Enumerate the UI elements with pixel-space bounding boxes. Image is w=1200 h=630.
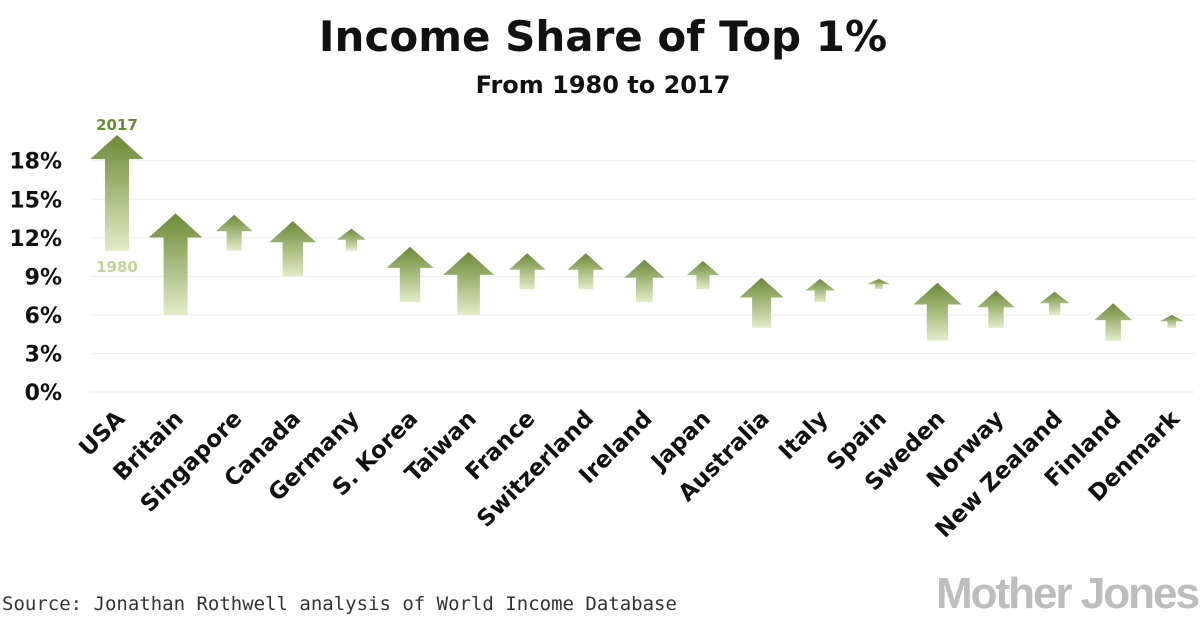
arrow-new-zealand bbox=[1039, 291, 1070, 315]
brand-logo: Mother Jones bbox=[936, 569, 1199, 618]
arrow-singapore bbox=[215, 214, 253, 251]
y-tick-label: 12% bbox=[9, 227, 62, 252]
y-tick-label: 0% bbox=[25, 381, 62, 406]
arrow-denmark bbox=[1159, 314, 1184, 328]
arrow-france bbox=[508, 253, 546, 290]
arrow-canada bbox=[269, 221, 317, 277]
y-tick-label: 9% bbox=[25, 265, 62, 290]
arrow-italy bbox=[805, 278, 836, 303]
arrow-taiwan bbox=[443, 251, 495, 315]
y-tick-label: 15% bbox=[9, 188, 62, 213]
arrow-germany bbox=[336, 228, 366, 251]
chart-title: Income Share of Top 1% bbox=[319, 12, 887, 61]
annotation-1980: 1980 bbox=[96, 258, 138, 276]
arrow-finland bbox=[1094, 303, 1132, 341]
grid bbox=[90, 160, 1195, 393]
arrow-australia bbox=[739, 277, 784, 328]
arrow-s-korea bbox=[386, 246, 434, 303]
arrow-ireland bbox=[624, 259, 665, 303]
source-note: Source: Jonathan Rothwell analysis of Wo… bbox=[2, 593, 677, 615]
arrow-sweden bbox=[913, 282, 962, 341]
arrow-norway bbox=[977, 290, 1015, 328]
y-tick-label: 3% bbox=[25, 342, 62, 367]
y-axis: 0% 3% 6% 9% 12% 15% 18% bbox=[9, 150, 62, 406]
arrow-usa bbox=[90, 135, 144, 251]
arrow-britain bbox=[148, 213, 203, 315]
y-tick-label: 6% bbox=[25, 304, 62, 329]
arrow-japan bbox=[686, 260, 720, 290]
arrow-spain bbox=[867, 278, 891, 290]
annotation-2017: 2017 bbox=[96, 116, 138, 134]
arrow-switzerland bbox=[567, 253, 605, 290]
arrows bbox=[90, 135, 1184, 341]
chart-subtitle: From 1980 to 2017 bbox=[476, 71, 731, 99]
y-tick-label: 18% bbox=[9, 150, 62, 175]
